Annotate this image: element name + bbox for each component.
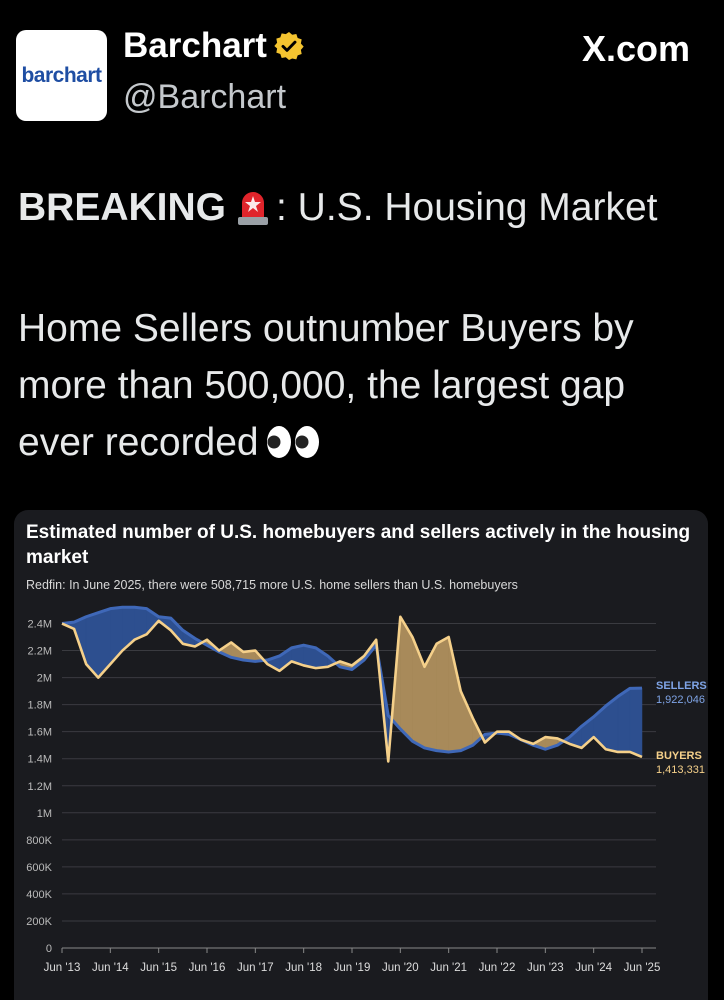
x-tick-label: Jun '25 <box>624 962 661 974</box>
author-handle[interactable]: @Barchart <box>123 78 287 116</box>
x-tick-label: Jun '20 <box>382 962 419 974</box>
x-tick-label: Jun '14 <box>92 962 129 974</box>
sellers-value: 1,922,046 <box>656 694 705 706</box>
gap-area <box>436 636 449 753</box>
verified-badge-icon <box>274 32 304 60</box>
x-tick-label: Jun '22 <box>479 962 516 974</box>
y-tick-label: 2.2M <box>28 646 52 658</box>
sellers-label: SELLERS <box>656 680 707 692</box>
y-tick-label: 1.6M <box>28 727 52 739</box>
y-tick-label: 2.4M <box>28 619 52 631</box>
x-tick-label: Jun '15 <box>140 962 177 974</box>
eyes-emoji-icon <box>266 425 319 458</box>
x-tick-label: Jun '16 <box>189 962 226 974</box>
tweet-body: Home Sellers outnumber Buyers by more th… <box>18 300 708 471</box>
avatar[interactable]: barchart <box>16 30 107 121</box>
y-tick-label: 200K <box>26 916 52 928</box>
gap-area <box>448 636 461 753</box>
buyers-value: 1,413,331 <box>656 764 705 776</box>
y-tick-label: 800K <box>26 835 52 847</box>
tweet-body-text: Home Sellers outnumber Buyers by more th… <box>18 307 634 464</box>
x-tick-label: Jun '24 <box>575 962 612 974</box>
buyers-line <box>61 615 643 763</box>
tweet-headline: BREAKING : U.S. Housing Market <box>18 186 657 233</box>
y-tick-label: 1M <box>37 808 52 820</box>
source-label: X.com <box>581 28 690 69</box>
gap-area <box>629 687 643 758</box>
avatar-logo-text: barchart <box>21 63 102 87</box>
housing-chart: 0 200K 400K 600K 800K 1M 1.2M 1.4M 1.6M 1.8M 2M 2.2… <box>26 605 707 974</box>
buyers-label: BUYERS <box>656 750 702 762</box>
x-tick-label: Jun '18 <box>285 962 322 974</box>
x-tick-label: Jun '21 <box>430 962 467 974</box>
siren-emoji-icon <box>238 191 269 225</box>
sellers-line <box>61 605 643 754</box>
gap-area <box>424 643 437 751</box>
chart-subtitle: Redfin: In June 2025, there were 508,715… <box>26 578 518 592</box>
x-tick-label: Jun '23 <box>527 962 564 974</box>
x-tick-label: Jun '17 <box>237 962 274 974</box>
author-row: Barchart <box>123 26 305 66</box>
y-tick-label: 1.2M <box>28 781 52 793</box>
chart-card[interactable]: Estimated number of U.S. homebuyers and … <box>14 510 708 1000</box>
gap-area <box>460 691 474 751</box>
chart-title: Estimated number of U.S. homebuyers and … <box>26 522 691 568</box>
headline-topic: : U.S. Housing Market <box>276 186 658 229</box>
y-tick-label: 2M <box>37 673 52 685</box>
y-tick-label: 400K <box>26 889 52 901</box>
x-tick-label: Jun '13 <box>44 962 81 974</box>
y-tick-label: 0 <box>46 943 52 955</box>
y-tick-label: 600K <box>26 862 52 874</box>
y-tick-label: 1.4M <box>28 754 52 766</box>
headline-breaking: BREAKING <box>18 186 227 229</box>
gap-area <box>617 687 631 753</box>
author-name[interactable]: Barchart <box>123 26 267 65</box>
x-tick-label: Jun '19 <box>334 962 371 974</box>
y-tick-label: 1.8M <box>28 700 52 712</box>
